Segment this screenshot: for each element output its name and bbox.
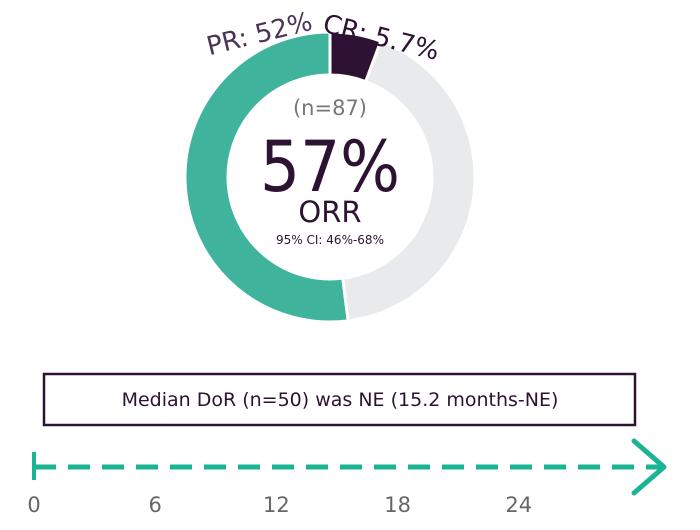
timeline-tick-label: 6 — [149, 493, 162, 517]
dor-text: Median DoR (n=50) was NE (15.2 months-NE… — [122, 389, 559, 411]
orr-donut-chart — [183, 30, 477, 324]
donut-slice-non-responders — [341, 39, 477, 323]
timeline-tick-label: 0 — [27, 493, 40, 517]
dor-box — [42, 372, 637, 427]
confidence-interval: 95% CI: 46%-68% — [276, 233, 384, 247]
sample-size-label: (n=87) — [293, 96, 367, 120]
timeline-arrowhead — [631, 438, 667, 496]
timeline-tick-labels: 0 6 12 18 24 — [27, 493, 532, 517]
timeline-tick-label: 12 — [263, 493, 290, 517]
donut-slice-pr — [183, 30, 350, 324]
timeline-tick-label: 24 — [505, 493, 532, 517]
orr-metric-label: ORR — [298, 195, 361, 229]
timeline-tick-label: 18 — [384, 493, 411, 517]
timeline-axis — [32, 438, 667, 496]
orr-value: 57% — [260, 126, 400, 208]
